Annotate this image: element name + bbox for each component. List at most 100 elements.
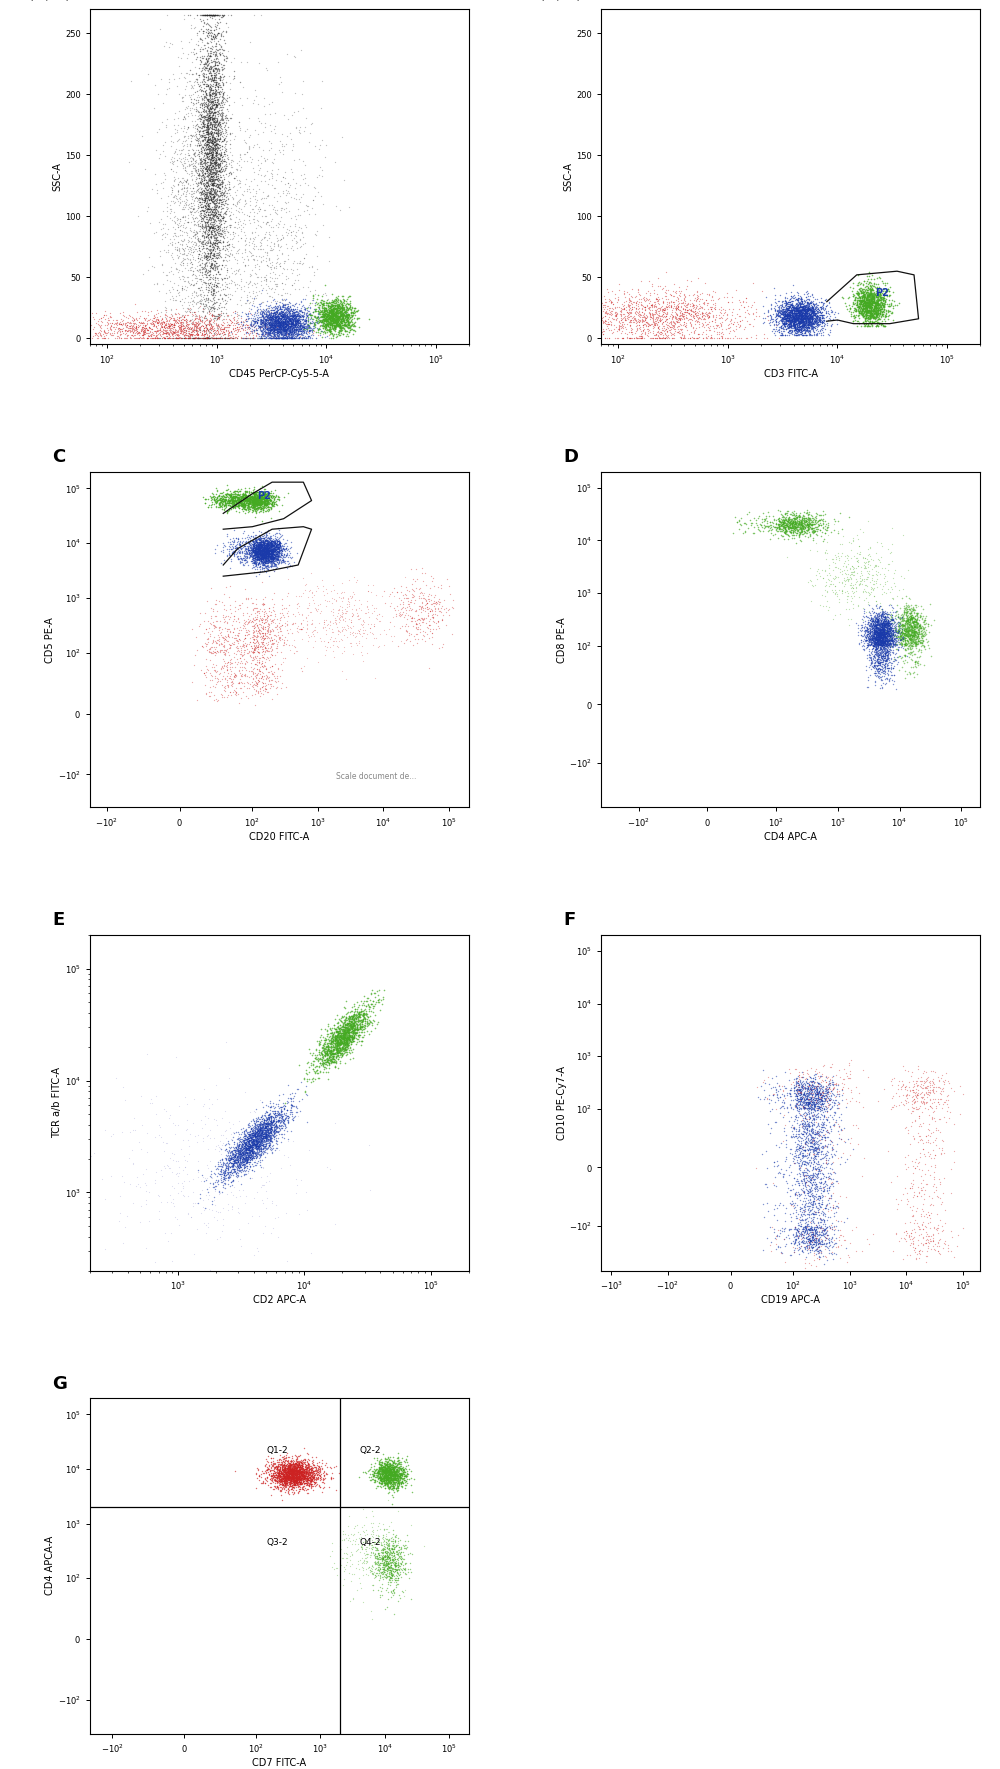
Point bbox=[205, 260, 221, 288]
Point bbox=[869, 617, 885, 646]
Point bbox=[784, 315, 800, 343]
Point bbox=[195, 175, 211, 203]
Point bbox=[910, 591, 926, 619]
Point bbox=[275, 534, 291, 563]
Point bbox=[812, 1169, 828, 1198]
Point bbox=[238, 1134, 254, 1162]
Point bbox=[803, 311, 819, 340]
Point bbox=[751, 502, 767, 531]
Point bbox=[250, 534, 266, 563]
Point bbox=[882, 624, 898, 653]
Point bbox=[912, 628, 928, 656]
Point bbox=[390, 1461, 406, 1489]
Point bbox=[208, 147, 224, 175]
Point bbox=[206, 202, 222, 230]
Point bbox=[245, 287, 261, 315]
Point bbox=[881, 623, 897, 651]
Point bbox=[273, 1467, 289, 1495]
Point bbox=[886, 1090, 902, 1118]
Point bbox=[223, 665, 239, 693]
Point bbox=[221, 202, 237, 230]
Point bbox=[294, 1475, 310, 1504]
Point bbox=[328, 311, 344, 340]
Point bbox=[188, 320, 204, 348]
Point bbox=[833, 1125, 849, 1153]
Point bbox=[391, 1467, 407, 1495]
Point bbox=[168, 310, 184, 338]
Point bbox=[263, 540, 279, 568]
Point bbox=[263, 320, 279, 348]
Point bbox=[741, 301, 757, 329]
Point bbox=[203, 609, 219, 637]
Point bbox=[251, 479, 267, 508]
Point bbox=[220, 1152, 236, 1180]
Point bbox=[205, 170, 221, 198]
Point bbox=[788, 295, 804, 324]
Point bbox=[230, 170, 246, 198]
Point bbox=[861, 646, 877, 674]
Point bbox=[288, 310, 304, 338]
Point bbox=[811, 511, 827, 540]
Point bbox=[282, 1458, 298, 1486]
Point bbox=[233, 481, 249, 509]
Point bbox=[814, 1113, 830, 1141]
Point bbox=[901, 1221, 917, 1249]
Point bbox=[141, 1206, 157, 1235]
Point bbox=[814, 1137, 830, 1166]
Point bbox=[809, 297, 825, 325]
Point bbox=[431, 596, 447, 624]
Point bbox=[335, 1003, 351, 1031]
Point bbox=[287, 1456, 303, 1484]
Point bbox=[205, 172, 221, 200]
Point bbox=[276, 1107, 292, 1136]
Point bbox=[278, 630, 294, 658]
Point bbox=[876, 564, 892, 593]
Point bbox=[293, 1458, 309, 1486]
Point bbox=[191, 131, 207, 159]
Point bbox=[773, 320, 789, 348]
Point bbox=[373, 1458, 389, 1486]
Point bbox=[267, 287, 283, 315]
Point bbox=[230, 492, 246, 520]
Point bbox=[248, 485, 264, 513]
Point bbox=[646, 313, 662, 341]
Point bbox=[657, 315, 673, 343]
Point bbox=[874, 285, 890, 313]
Point bbox=[818, 1145, 834, 1173]
Point bbox=[269, 541, 285, 570]
Point bbox=[319, 310, 335, 338]
Point bbox=[283, 203, 299, 232]
Point bbox=[805, 508, 821, 536]
Point bbox=[237, 311, 253, 340]
Point bbox=[201, 214, 217, 242]
Point bbox=[267, 536, 283, 564]
Point bbox=[264, 205, 280, 234]
Point bbox=[880, 637, 896, 665]
Point bbox=[873, 619, 889, 647]
Point bbox=[168, 1160, 184, 1189]
Point bbox=[880, 632, 896, 660]
Point bbox=[248, 1123, 264, 1152]
Point bbox=[303, 110, 319, 138]
Point bbox=[631, 301, 647, 329]
Point bbox=[318, 1459, 334, 1488]
Point bbox=[930, 1072, 946, 1100]
Point bbox=[275, 287, 291, 315]
Point bbox=[891, 630, 907, 658]
Point bbox=[396, 1458, 412, 1486]
Point bbox=[274, 285, 290, 313]
Point bbox=[217, 324, 233, 352]
Point bbox=[246, 670, 262, 699]
Point bbox=[244, 538, 260, 566]
Point bbox=[266, 531, 282, 559]
Point bbox=[131, 318, 147, 347]
Point bbox=[641, 294, 657, 322]
Point bbox=[327, 1024, 343, 1053]
Point bbox=[612, 311, 628, 340]
Point bbox=[873, 626, 889, 655]
Point bbox=[786, 1237, 802, 1265]
Point bbox=[239, 318, 255, 347]
Point bbox=[253, 548, 269, 577]
Point bbox=[198, 127, 214, 156]
Point bbox=[770, 1215, 786, 1244]
